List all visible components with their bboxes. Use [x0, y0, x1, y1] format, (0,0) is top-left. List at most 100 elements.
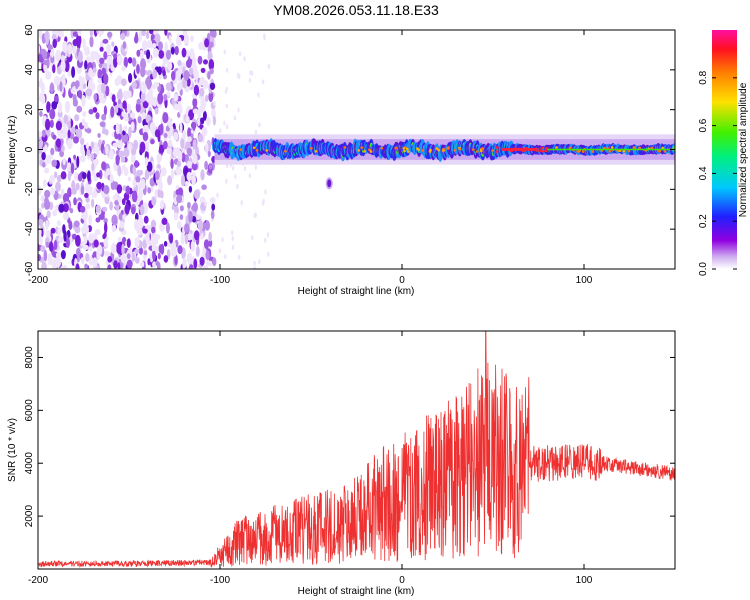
noise-speckle	[231, 165, 235, 171]
noise-speckle	[150, 219, 157, 229]
noise-speckle	[117, 141, 123, 149]
noise-speckle	[99, 121, 106, 128]
noise-speckle	[76, 155, 80, 168]
noise-speckle	[58, 101, 63, 114]
noise-speckle	[47, 253, 53, 266]
band-hotspot	[416, 147, 419, 150]
noise-speckle	[85, 142, 89, 150]
noise-speckle	[85, 196, 90, 203]
noise-speckle	[38, 81, 42, 87]
noise-speckle	[153, 81, 160, 88]
band-hotspot	[658, 150, 661, 153]
noise-speckle	[38, 227, 42, 237]
noise-speckle	[180, 174, 186, 187]
noise-speckle	[123, 125, 128, 132]
band-hotspot	[539, 149, 543, 152]
noise-speckle	[53, 239, 58, 251]
noise-speckle	[155, 260, 159, 266]
noise-speckle	[152, 96, 158, 107]
spectrogram-xtick-label: 100	[576, 275, 593, 286]
noise-speckle	[203, 59, 208, 65]
noise-speckle	[87, 149, 91, 157]
noise-speckle	[103, 51, 108, 60]
noise-speckle	[138, 214, 143, 226]
noise-speckle	[44, 30, 50, 41]
noise-speckle	[175, 146, 180, 155]
noise-speckle	[199, 77, 205, 86]
noise-speckle	[122, 130, 126, 136]
noise-speckle	[67, 69, 71, 77]
noise-speckle	[231, 230, 234, 236]
noise-speckle	[163, 93, 168, 101]
noise-speckle	[63, 229, 67, 242]
noise-speckle	[102, 62, 108, 69]
noise-speckle	[89, 30, 94, 37]
noise-speckle	[200, 117, 205, 125]
snr-ylabel: SNR (10 * v/v)	[7, 418, 18, 482]
noise-speckle	[96, 248, 101, 261]
noise-speckle	[185, 49, 190, 59]
noise-speckle	[90, 153, 94, 162]
noise-speckle	[118, 88, 123, 99]
noise-speckle	[111, 224, 117, 233]
noise-speckle	[58, 236, 64, 243]
noise-speckle	[95, 145, 100, 156]
noise-speckle	[261, 79, 265, 85]
noise-speckle	[162, 69, 166, 77]
noise-speckle	[205, 142, 209, 154]
noise-speckle	[197, 116, 201, 127]
noise-speckle	[143, 215, 149, 224]
noise-speckle	[150, 139, 155, 145]
noise-speckle	[49, 174, 55, 183]
noise-speckle	[189, 35, 194, 42]
noise-speckle	[45, 220, 49, 230]
noise-speckle	[187, 136, 192, 143]
noise-speckle	[151, 196, 157, 206]
noise-speckle	[53, 75, 60, 87]
noise-speckle	[168, 118, 172, 129]
band-hotspot	[540, 146, 544, 150]
noise-speckle	[208, 239, 213, 248]
noise-speckle	[158, 50, 165, 59]
noise-speckle	[171, 168, 175, 179]
noise-speckle	[142, 228, 148, 234]
noise-speckle	[167, 175, 173, 186]
noise-speckle	[200, 169, 205, 181]
band-hotspot	[591, 150, 595, 153]
noise-speckle	[41, 129, 46, 138]
band-hotspot	[555, 146, 558, 149]
noise-speckle	[130, 121, 135, 132]
noise-speckle	[204, 201, 208, 207]
noise-speckle	[40, 245, 46, 253]
noise-speckle	[185, 115, 190, 123]
noise-speckle	[86, 88, 93, 97]
noise-speckle	[163, 255, 169, 263]
band-hotspot	[265, 149, 269, 152]
noise-speckle	[197, 55, 203, 65]
noise-speckle	[96, 172, 101, 178]
noise-speckle	[158, 180, 163, 191]
noise-speckle	[179, 205, 184, 212]
noise-speckle	[52, 209, 58, 217]
band-hotspot	[453, 149, 457, 152]
noise-speckle	[210, 210, 215, 220]
noise-speckle	[126, 103, 131, 114]
colorbar-gradient	[712, 30, 737, 269]
noise-speckle	[136, 49, 141, 57]
band-hotspot	[314, 150, 318, 153]
noise-speckle	[38, 218, 44, 226]
noise-speckle	[145, 235, 150, 245]
noise-speckle	[264, 237, 267, 243]
noise-speckle	[209, 68, 214, 75]
noise-speckle	[39, 110, 43, 117]
noise-speckle	[121, 198, 126, 206]
noise-speckle	[49, 119, 54, 128]
noise-speckle	[161, 217, 168, 225]
noise-speckle	[138, 169, 144, 176]
band-hotspot	[632, 146, 636, 149]
noise-speckle	[38, 44, 41, 55]
noise-speckle	[178, 168, 183, 175]
noise-speckle	[120, 254, 127, 264]
noise-speckle	[151, 226, 156, 234]
